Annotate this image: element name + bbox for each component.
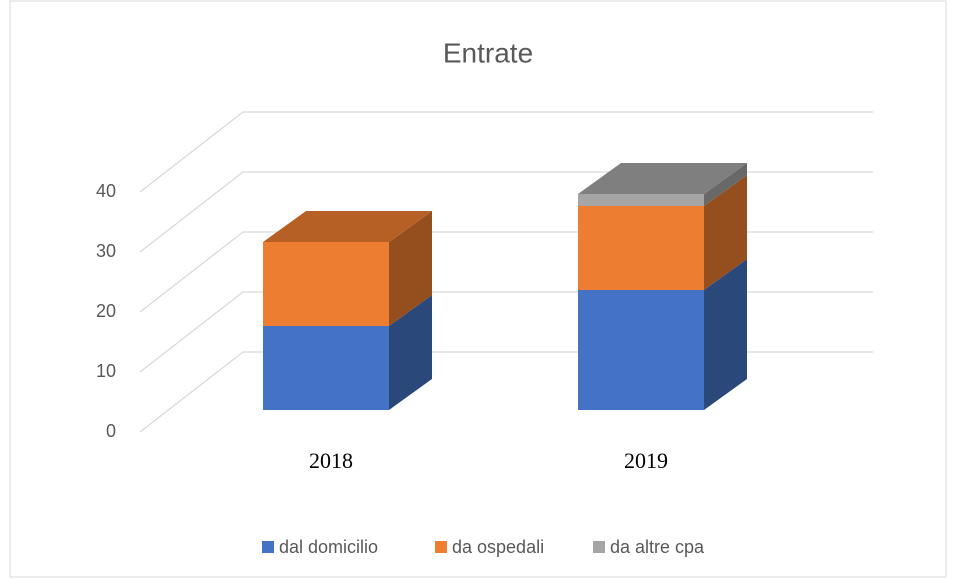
bar-side — [704, 259, 747, 410]
y-tick-label: 40 — [96, 181, 116, 201]
x-tick-label: 2019 — [624, 448, 668, 473]
bar-side — [389, 295, 432, 410]
bar-side — [389, 211, 432, 326]
bar-side — [704, 163, 747, 206]
bar-side — [704, 175, 747, 290]
bar-top — [263, 211, 432, 242]
y-tick-label: 30 — [96, 241, 116, 261]
x-tick-label: 2018 — [309, 448, 353, 473]
bar — [578, 206, 704, 290]
y-tick-label: 0 — [106, 421, 116, 441]
y-tick-label: 20 — [96, 301, 116, 321]
legend-label: da altre cpa — [610, 537, 705, 557]
chart-border — [9, 0, 947, 578]
legend-label: dal domicilio — [279, 537, 378, 557]
legend-swatch — [262, 541, 274, 553]
bar — [578, 290, 704, 410]
legend-label: da ospedali — [452, 537, 544, 557]
bar — [263, 242, 389, 326]
chart-title: Entrate — [443, 37, 533, 68]
bar — [578, 194, 704, 206]
bar-top — [578, 163, 747, 194]
legend-swatch — [593, 541, 605, 553]
bar — [263, 326, 389, 410]
legend-swatch — [435, 541, 447, 553]
y-tick-label: 10 — [96, 361, 116, 381]
grid-line — [139, 111, 873, 193]
